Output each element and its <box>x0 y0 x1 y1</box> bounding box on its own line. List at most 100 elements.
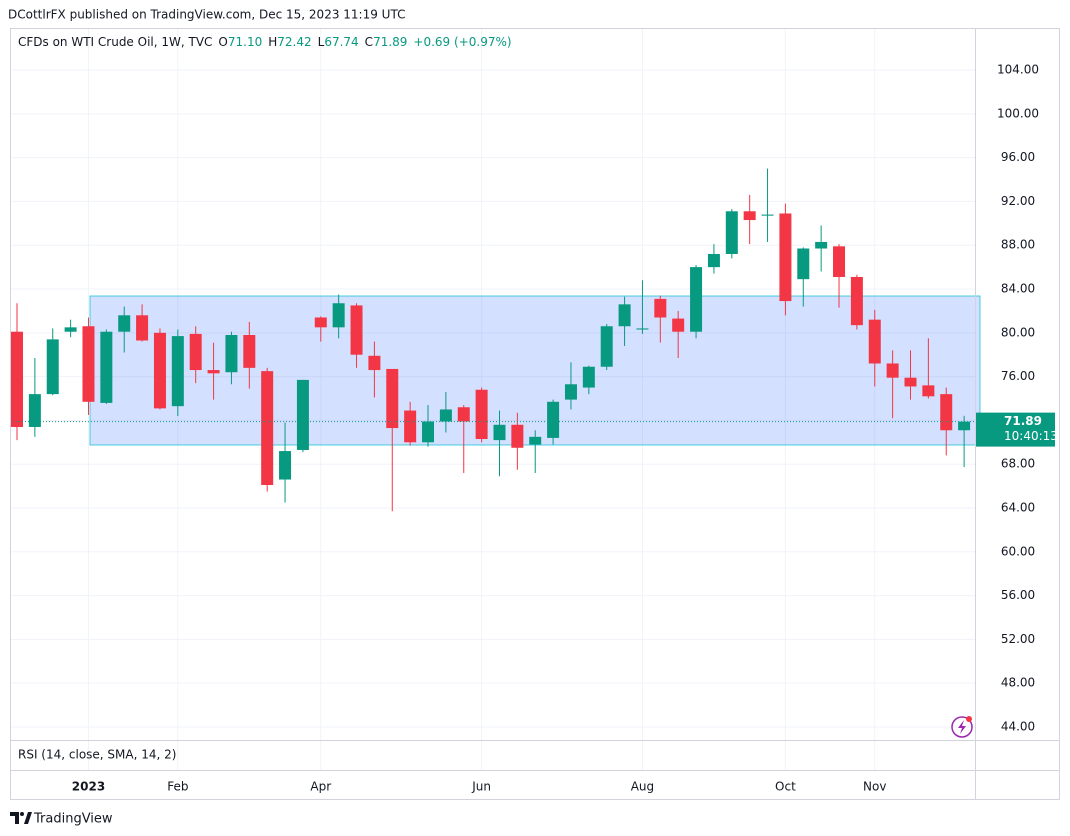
candle-body <box>314 317 327 328</box>
legend-ohlc-key: C <box>365 35 373 49</box>
candle-body <box>475 389 488 440</box>
candle-body <box>922 385 935 397</box>
candle-body <box>422 421 435 443</box>
candle-body <box>350 305 363 355</box>
candle-body <box>761 214 774 216</box>
candle-body <box>600 326 613 367</box>
legend: CFDs on WTI Crude Oil, 1W, TVC O71.10 H72.… <box>18 35 512 49</box>
y-tick-label: 80.00 <box>1001 325 1035 339</box>
candle-body <box>100 331 113 403</box>
legend-ohlc-key: H <box>268 35 277 49</box>
candle-body <box>511 424 524 448</box>
candle-body <box>225 335 238 373</box>
candle-body <box>725 211 738 254</box>
candle-body <box>493 424 506 441</box>
candle-body <box>850 276 863 326</box>
candle-body <box>815 241 828 249</box>
legend-ohlc-value: 71.89 <box>373 35 407 49</box>
candle-body <box>118 315 131 332</box>
publish-header: DCottlrFX published on TradingView.com, … <box>8 8 405 22</box>
countdown-label: 10:40:13 <box>1004 429 1058 443</box>
candle-body <box>332 303 345 328</box>
axis-layer: 44.0048.0052.0056.0060.0064.0068.0072.00… <box>72 63 1058 794</box>
candle-body <box>46 339 59 395</box>
candle-body <box>189 333 202 371</box>
candle-body <box>82 326 95 402</box>
plot-layer <box>10 168 975 512</box>
x-tick-label: Oct <box>775 780 796 794</box>
range-box <box>89 295 981 446</box>
candle-body <box>296 379 309 450</box>
y-tick-label: 104.00 <box>997 63 1039 77</box>
y-tick-label: 92.00 <box>1001 194 1035 208</box>
candle-body <box>404 410 417 443</box>
candle-body <box>11 331 23 427</box>
y-tick-label: 48.00 <box>1001 676 1035 690</box>
candle-body <box>797 248 810 280</box>
candle-body <box>207 370 220 374</box>
x-tick-label: 2023 <box>72 780 105 794</box>
y-tick-label: 68.00 <box>1001 457 1035 471</box>
y-tick-label: 56.00 <box>1001 588 1035 602</box>
candle-body <box>64 327 77 332</box>
legend-symbol: CFDs on WTI Crude Oil, 1W, TVC <box>18 35 212 49</box>
candle-body <box>386 368 399 429</box>
candle-body <box>743 211 756 221</box>
frame <box>10 28 1060 800</box>
candle-body <box>779 213 792 302</box>
x-tick-label: Nov <box>863 780 886 794</box>
candle-body <box>707 253 720 268</box>
y-tick-label: 88.00 <box>1001 238 1035 252</box>
y-tick-label: 96.00 <box>1001 150 1035 164</box>
candle-body <box>940 394 953 431</box>
candle-body <box>153 332 166 409</box>
candle-body <box>279 451 292 480</box>
legend-ohlc-key: L <box>318 35 325 49</box>
candle-body <box>636 328 649 330</box>
x-tick-label: Feb <box>167 780 188 794</box>
candle-body <box>368 355 381 371</box>
alert-icon[interactable] <box>951 716 973 738</box>
legend-change: +0.69 (+0.97%) <box>413 35 511 49</box>
y-tick-label: 44.00 <box>1001 719 1035 733</box>
y-tick-label: 64.00 <box>1001 500 1035 514</box>
y-tick-label: 52.00 <box>1001 632 1035 646</box>
candle-body <box>654 298 667 318</box>
y-tick-label: 100.00 <box>997 106 1039 120</box>
x-tick-label: Apr <box>310 780 331 794</box>
legend-ohlc-key: O <box>218 35 227 49</box>
candle-body <box>958 421 971 431</box>
candle-body <box>457 407 470 422</box>
legend-ohlc-value: 71.10 <box>228 35 262 49</box>
candle-body <box>672 318 685 332</box>
y-tick-label: 60.00 <box>1001 544 1035 558</box>
candle-body <box>582 366 595 388</box>
tradingview-logo <box>10 812 32 824</box>
candle-body <box>547 401 560 438</box>
candle-body <box>529 436 542 445</box>
candle-body <box>833 246 846 277</box>
x-tick-label: Jun <box>471 780 491 794</box>
legend-ohlc-value: 72.42 <box>277 35 311 49</box>
candle-body <box>439 409 452 422</box>
candle-body <box>690 267 703 332</box>
footer-brand: TradingView <box>33 812 113 827</box>
candle-body <box>171 336 184 407</box>
grid-layer <box>10 28 975 770</box>
candle-body <box>261 371 274 486</box>
candle-body <box>868 319 881 364</box>
indicator-label: RSI (14, close, SMA, 14, 2) <box>18 748 176 762</box>
x-tick-label: Aug <box>631 780 654 794</box>
candle-body <box>28 394 41 427</box>
candle-body <box>564 384 577 400</box>
candle-body <box>904 377 917 387</box>
legend-ohlc-value: 67.74 <box>324 35 358 49</box>
candle-body <box>136 315 149 341</box>
candle-body <box>886 363 899 378</box>
last-price-box <box>976 412 1055 447</box>
y-tick-label: 76.00 <box>1001 369 1035 383</box>
candle-body <box>618 304 631 327</box>
y-tick-label: 84.00 <box>1001 282 1035 296</box>
